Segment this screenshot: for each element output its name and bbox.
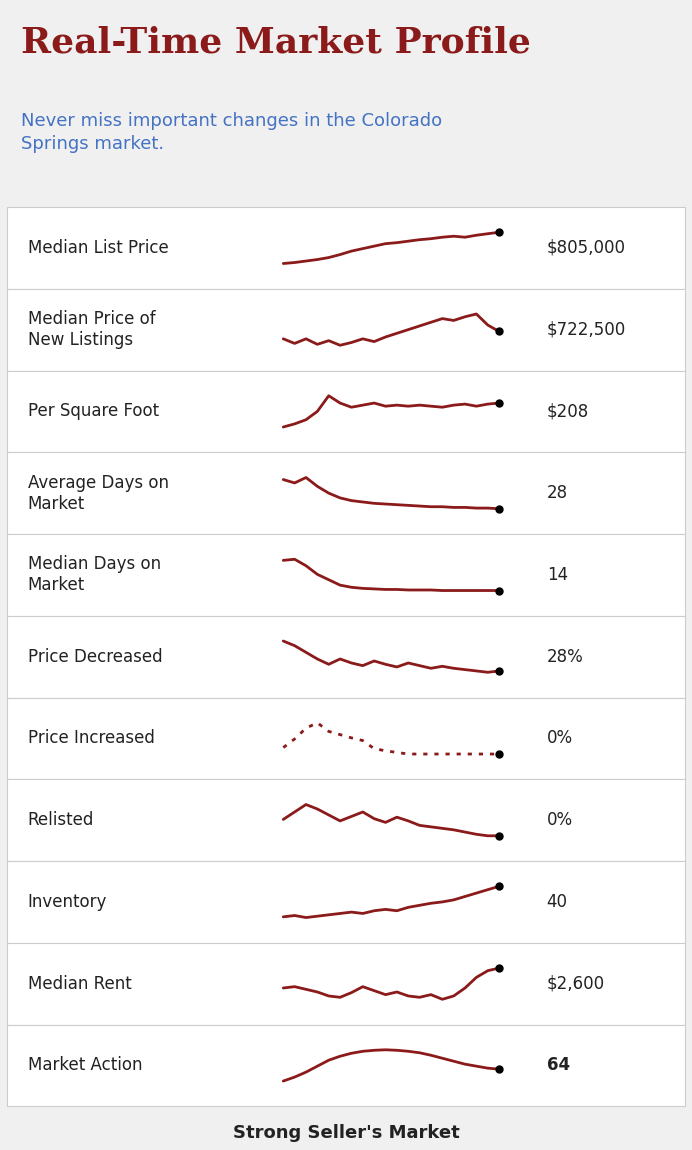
Text: Price Increased: Price Increased <box>28 729 154 748</box>
Text: Strong Seller's Market: Strong Seller's Market <box>233 1124 459 1142</box>
Text: Inventory: Inventory <box>28 892 107 911</box>
Text: 14: 14 <box>547 566 568 584</box>
Text: Median Rent: Median Rent <box>28 975 131 992</box>
Text: Real-Time Market Profile: Real-Time Market Profile <box>21 25 531 60</box>
Text: Per Square Foot: Per Square Foot <box>28 402 158 421</box>
Text: $722,500: $722,500 <box>547 321 626 338</box>
Text: Median Price of
New Listings: Median Price of New Listings <box>28 310 155 350</box>
Text: 64: 64 <box>547 1057 570 1074</box>
Text: 0%: 0% <box>547 729 573 748</box>
Text: $805,000: $805,000 <box>547 239 626 256</box>
Text: $2,600: $2,600 <box>547 975 605 992</box>
Text: Average Days on
Market: Average Days on Market <box>28 474 169 513</box>
Text: 28%: 28% <box>547 647 583 666</box>
Text: Median List Price: Median List Price <box>28 239 168 256</box>
Text: 40: 40 <box>547 892 567 911</box>
Text: Price Decreased: Price Decreased <box>28 647 163 666</box>
Text: $208: $208 <box>547 402 589 421</box>
Text: Relisted: Relisted <box>28 811 94 829</box>
Text: Never miss important changes in the Colorado
Springs market.: Never miss important changes in the Colo… <box>21 112 442 153</box>
Text: Market Action: Market Action <box>28 1057 142 1074</box>
Text: 0%: 0% <box>547 811 573 829</box>
Text: 28: 28 <box>547 484 568 503</box>
Text: Median Days on
Market: Median Days on Market <box>28 555 161 595</box>
